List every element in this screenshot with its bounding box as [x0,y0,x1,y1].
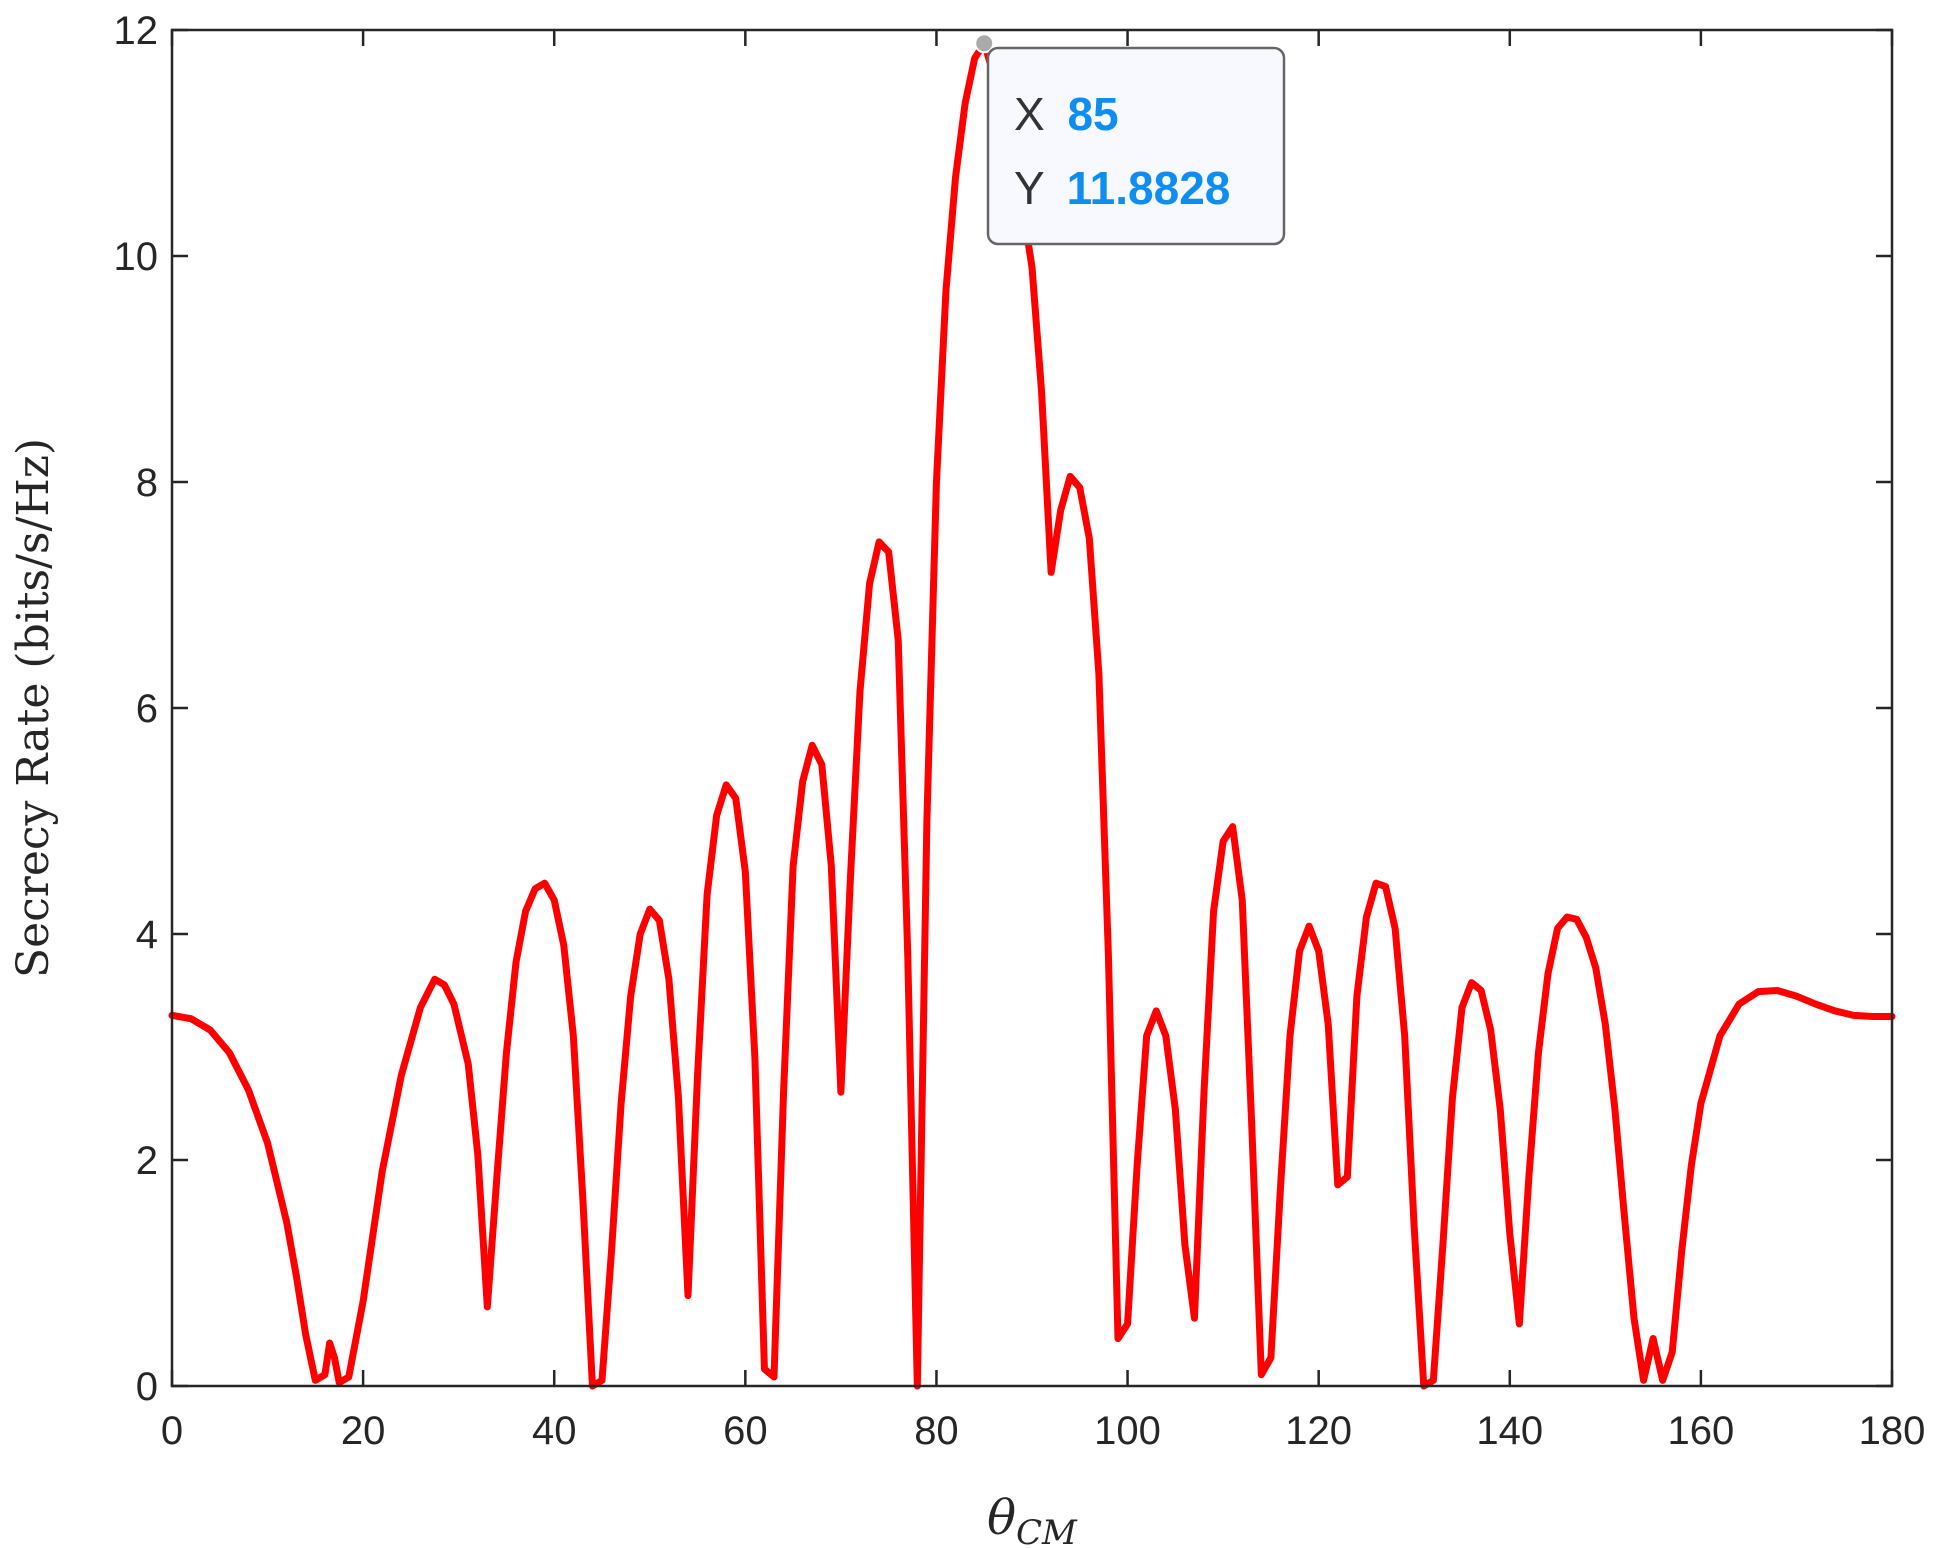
y-axis-label: Secrecy Rate (bits/s/Hz) [8,438,59,978]
x-tick-label: 160 [1668,1409,1735,1453]
datatip-y-key: Y [1014,162,1044,214]
x-tick-label: 100 [1094,1409,1161,1453]
datatip-y-value: 11.8828 [1067,162,1231,214]
datatip-x-row: X 85 [1014,88,1119,140]
x-tick-label: 140 [1476,1409,1543,1453]
x-tick-label: 180 [1859,1409,1926,1453]
y-tick-label: 0 [136,1365,158,1409]
datatip[interactable]: X 85 Y 11.8828 [974,33,1286,246]
x-tick-label: 0 [161,1409,183,1453]
x-tick-label: 80 [914,1409,959,1453]
y-tick-label: 8 [136,461,158,505]
x-axis-label-symbol: θ [987,1490,1016,1546]
x-tick-label: 20 [341,1409,386,1453]
y-tick-label: 6 [136,687,158,731]
x-tick-label: 40 [532,1409,577,1453]
datatip-y-row: Y 11.8828 [1014,162,1230,214]
datatip-x-value: 85 [1067,88,1118,140]
datatip-marker[interactable] [974,33,995,54]
x-tick-label: 60 [723,1409,768,1453]
y-tick-label: 4 [136,913,158,957]
datatip-x-key: X [1014,88,1045,140]
tick-labels: 0 20 40 60 80 100 120 140 160 180 0 2 4 6 8 10 12 [114,9,1926,1453]
y-tick-label: 2 [136,1139,158,1183]
datatip-box [986,46,1286,246]
x-tick-label: 120 [1285,1409,1352,1453]
x-axis-label-subscript: CM [1016,1513,1078,1548]
plot-frame [170,28,1894,1388]
y-tick-label: 12 [114,9,159,53]
y-tick-label: 10 [114,235,159,279]
x-axis-label: θCM [987,1490,1078,1548]
